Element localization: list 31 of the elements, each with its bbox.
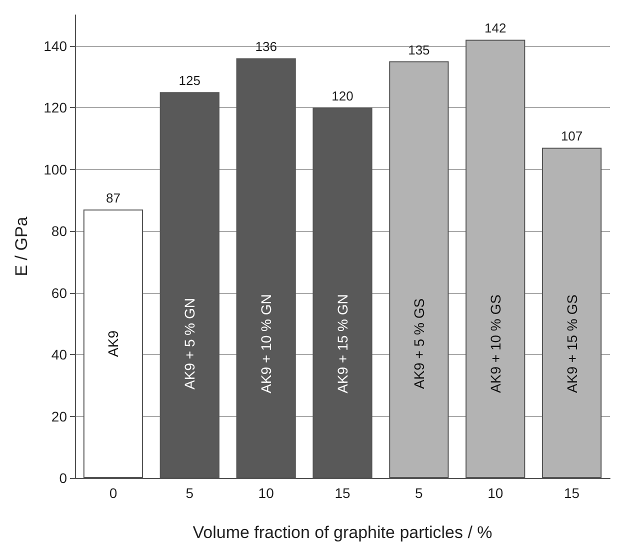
y-axis-title: E / GPa [12,216,31,276]
y-tick-label: 140 [44,38,68,54]
x-axis-title: Volume fraction of graphite particles / % [192,523,492,542]
data-label: 135 [408,42,430,58]
x-tick-label: 15 [334,485,350,501]
data-label: 125 [178,73,200,88]
x-tick-label: 10 [488,485,504,501]
data-label: 107 [560,128,583,144]
x-tick-label: 5 [415,485,424,501]
annotation: AK9 + 5 % GN [182,298,198,390]
x-tick-label: 5 [186,485,194,501]
annotation: AK9 + 10 % GN [258,294,274,394]
x-tick-label: 0 [109,485,118,501]
y-tick-label: 80 [51,223,68,240]
x-tick-label: 15 [564,485,580,501]
y-tick-label: 120 [44,100,68,116]
annotation: AK9 + 10 % GS [487,294,504,393]
annotation: AK9 + 5 % GS [410,298,427,390]
y-tick-label: 20 [51,408,68,424]
y-tick-label: 40 [51,346,68,363]
data-label: 87 [106,190,120,206]
data-label: 120 [332,88,354,104]
y-tick-label: 100 [44,161,68,178]
annotation: AK9 [105,330,122,357]
y-tick-label: 60 [51,284,68,301]
x-tick-label: 10 [258,485,274,501]
y-tick-label: 0 [59,470,68,486]
annotation: AK9 + 15 % GN [334,294,350,394]
data-label: 136 [255,39,277,54]
annotation: AK9 + 15 % GS [564,294,580,393]
data-label: 142 [484,20,506,36]
